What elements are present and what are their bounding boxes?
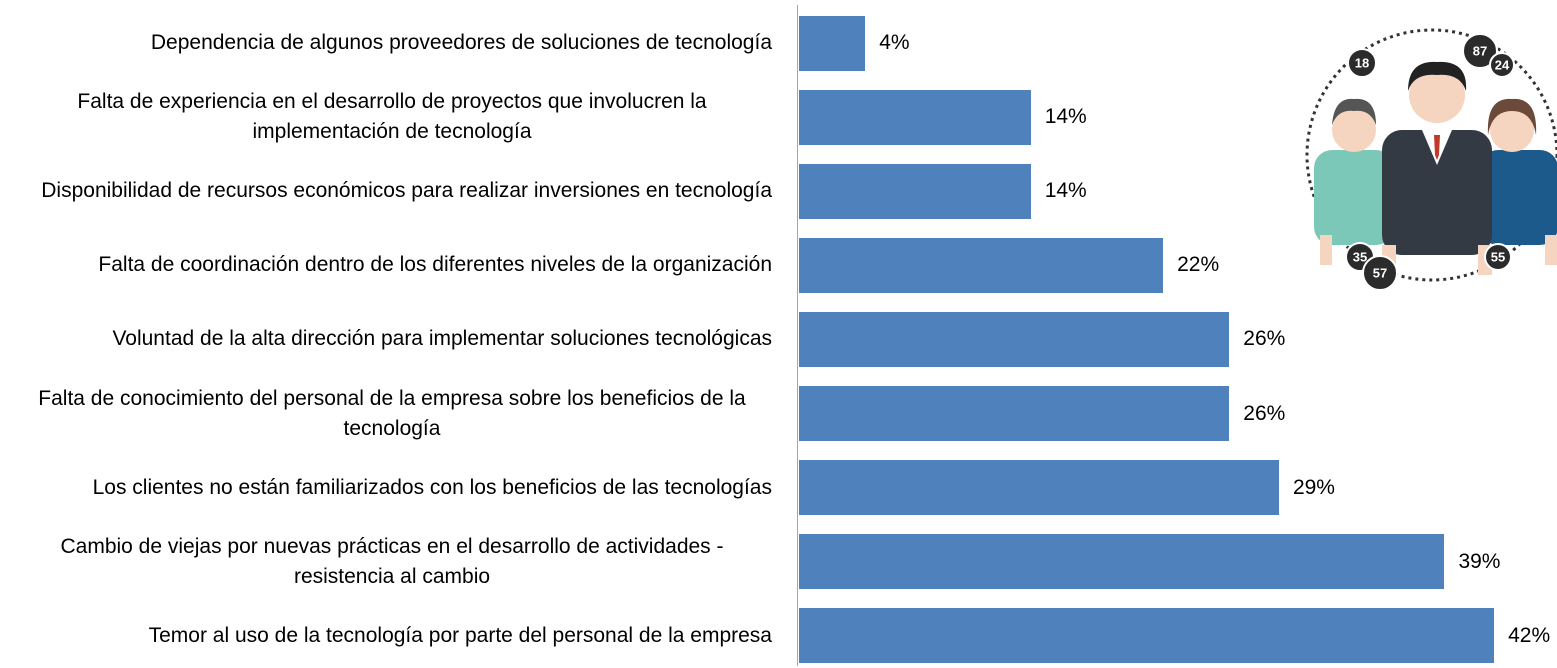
category-label: Los clientes no están familiarizados con… (0, 456, 772, 520)
value-label: 39% (1458, 549, 1501, 573)
bar (799, 237, 1164, 293)
bar (799, 89, 1031, 145)
badge (1462, 33, 1498, 69)
category-text: Dependencia de algunos proveedores de so… (150, 31, 772, 54)
value-label: 29% (1292, 475, 1335, 499)
person-center (1382, 61, 1492, 275)
category-text: Voluntad de la alta dirección para imple… (112, 327, 772, 351)
category-text: Falta de conocimiento del personal de la… (38, 386, 746, 440)
bar (799, 534, 1445, 590)
bar (799, 311, 1230, 367)
value-label: 4% (879, 31, 910, 54)
value-label: 14% (1044, 179, 1087, 203)
bar (799, 608, 1495, 664)
category-label: Temor al uso de la tecnología por parte … (0, 604, 772, 668)
value-label: 22% (1177, 253, 1220, 277)
value-label: 26% (1243, 327, 1286, 351)
bar (799, 460, 1279, 516)
badge (1362, 255, 1398, 291)
category-text: Falta de coordinación dentro de los dife… (98, 253, 772, 277)
bar (799, 15, 866, 71)
badge-number: 87 (1473, 43, 1487, 58)
category-text: Los clientes no están familiarizados con… (92, 475, 772, 499)
category-label: Disponibilidad de recursos económicos pa… (0, 159, 772, 223)
category-label: Dependencia de algunos proveedores de so… (0, 11, 772, 75)
category-text: Falta de experiencia en el desarrollo de… (77, 90, 707, 144)
badge-number: 55 (1491, 249, 1505, 264)
badge-number: 57 (1373, 265, 1387, 280)
value-label: 14% (1044, 105, 1087, 129)
category-label: Falta de conocimiento del personal de la… (0, 382, 772, 446)
value-label: 42% (1508, 623, 1551, 647)
category-text: Temor al uso de la tecnología por parte … (148, 623, 772, 647)
badge-number: 24 (1495, 57, 1510, 72)
category-label: Falta de experiencia en el desarrollo de… (0, 85, 772, 149)
badge-number: 35 (1353, 249, 1367, 264)
illustration: 18 87 24 35 57 55 (1305, 28, 1557, 291)
badge-number: 18 (1355, 55, 1369, 70)
badge (1489, 52, 1515, 78)
badge (1347, 48, 1377, 78)
value-label: 26% (1243, 401, 1286, 425)
category-text: Disponibilidad de recursos económicos pa… (41, 179, 772, 203)
category-label: Cambio de viejas por nuevas prácticas en… (0, 530, 772, 594)
bar (799, 163, 1031, 219)
category-label: Falta de coordinación dentro de los dife… (0, 233, 772, 297)
category-axis (797, 5, 798, 666)
dashed-ring (1305, 28, 1557, 282)
badge (1484, 243, 1512, 271)
bar (799, 386, 1230, 441)
category-text: Cambio de viejas por nuevas prácticas en… (60, 534, 724, 588)
person-left (1314, 98, 1394, 265)
badges: 18 87 24 35 57 55 (1345, 33, 1515, 291)
person-right (1480, 98, 1557, 265)
category-label: Voluntad de la alta dirección para imple… (0, 307, 772, 371)
